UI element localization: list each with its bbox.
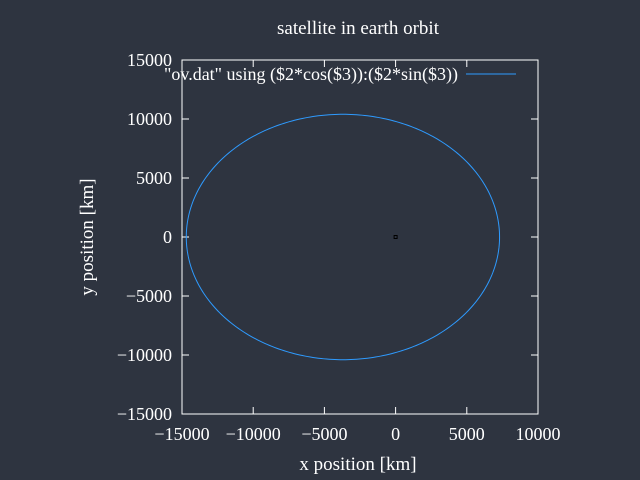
y-tick-label: 0 <box>163 227 172 247</box>
x-tick-label: −10000 <box>226 424 281 444</box>
x-tick-label: 10000 <box>516 424 561 444</box>
y-tick-label: 10000 <box>127 109 172 129</box>
y-tick-label: 5000 <box>136 168 172 188</box>
y-axis-label: y position [km] <box>77 178 98 295</box>
x-tick-label: 0 <box>391 424 400 444</box>
x-axis-ticks: −15000 −10000 −5000 0 5000 10000 <box>154 60 561 444</box>
y-tick-label: −15000 <box>117 404 172 424</box>
plot-frame <box>181 59 539 415</box>
y-tick-label: −10000 <box>117 345 172 365</box>
earth-marker <box>393 235 398 239</box>
x-axis-label: x position [km] <box>299 454 416 475</box>
chart-title: satellite in earth orbit <box>277 18 440 39</box>
y-tick-label: 15000 <box>127 50 172 70</box>
x-tick-label: 5000 <box>449 424 485 444</box>
legend-label: "ov.dat" using ($2*cos($3)):($2*sin($3)) <box>164 64 458 85</box>
y-axis-ticks: −15000 −10000 −5000 0 5000 10000 15000 <box>117 50 538 424</box>
y-tick-label: −5000 <box>126 286 172 306</box>
x-tick-label: −15000 <box>154 424 209 444</box>
legend: "ov.dat" using ($2*cos($3)):($2*sin($3)) <box>164 64 516 85</box>
orbit-series-line <box>185 113 501 361</box>
x-tick-label: −5000 <box>301 424 347 444</box>
